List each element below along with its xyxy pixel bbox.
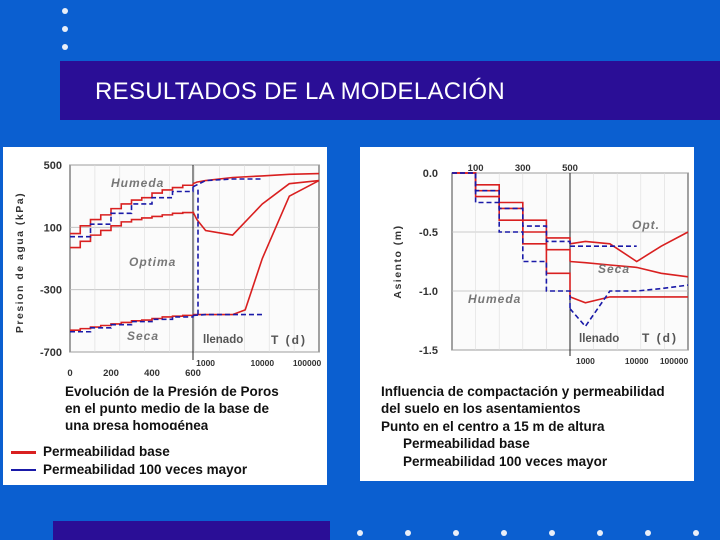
- x-tick-label: 600: [185, 368, 201, 379]
- y-tick-label: 0.0: [423, 168, 438, 180]
- label-optima: Optima: [129, 255, 176, 269]
- x-tick-label: 10000: [250, 358, 274, 368]
- series-line: [70, 211, 194, 249]
- label-time-days: T (d): [642, 331, 678, 345]
- y-tick-label: 500: [44, 160, 62, 172]
- legend-swatch-base: [11, 451, 36, 454]
- x-tick-label: 300: [515, 163, 531, 174]
- left-caption-line-3: una presa homogénea: [65, 418, 209, 430]
- series-line: [569, 296, 688, 304]
- left-figure-panel: 500 100 -300 -700 Presion de agua (kPa) 0 200 4…: [3, 147, 327, 485]
- right-legend-mayor: Permeabilidad 100 veces mayor: [403, 454, 608, 469]
- left-caption-line-1: Evolución de la Presión de Poros: [65, 384, 279, 399]
- right-caption-line-3: Punto en el centro a 15 m de altura: [381, 419, 605, 434]
- x-tick-label: 1000: [576, 356, 595, 366]
- x-tick-label: 100000: [293, 358, 322, 368]
- legend-label-mayor: Permeabilidad 100 veces mayor: [43, 462, 248, 477]
- x-tick-label: 500: [562, 163, 578, 174]
- series-line: [192, 178, 263, 188]
- y-tick-label: -300: [40, 285, 62, 297]
- bullet-dot: [62, 26, 68, 32]
- label-llenado: llenado: [203, 334, 243, 346]
- bullet-dot: [62, 8, 68, 14]
- right-figure-panel: 0.0 -0.5 -1.0 -1.5 Asiento (m) 100 300 500 1000 1…: [360, 147, 694, 481]
- bullet-dot: [62, 44, 68, 50]
- y-tick-label: -1.5: [419, 345, 438, 357]
- y-axis-label: Asiento (m): [392, 224, 404, 298]
- y-axis-label: Presion de agua (kPa): [14, 192, 26, 333]
- series-line: [192, 172, 320, 185]
- label-time-days: T (d): [271, 333, 307, 347]
- bullet-dot: [597, 530, 603, 536]
- label-opt: Opt.: [632, 218, 660, 232]
- x-tick-label: 100000: [660, 356, 689, 366]
- series-line: [569, 231, 689, 263]
- bullet-dot: [501, 530, 507, 536]
- pore-pressure-chart: 500 100 -300 -700 Presion de agua (kPa) 0 200 4…: [14, 160, 322, 379]
- settlement-chart: 0.0 -0.5 -1.0 -1.5 Asiento (m) 100 300 500 1000 1…: [392, 163, 689, 366]
- legend-label-base: Permeabilidad base: [43, 444, 170, 459]
- bullet-dot: [645, 530, 651, 536]
- bottom-bar: [53, 521, 330, 540]
- x-tick-label: 1000: [196, 358, 215, 368]
- left-caption-line-2: en el punto medio de la base de: [65, 401, 270, 416]
- series-line: [569, 260, 689, 278]
- title-bar: RESULTADOS DE LA MODELACIÓN: [60, 61, 720, 120]
- series-line: [452, 172, 571, 297]
- bullet-dot: [453, 530, 459, 536]
- x-tick-label: 200: [103, 368, 119, 379]
- series-line: [452, 172, 571, 309]
- label-seca: Seca: [598, 262, 630, 276]
- bullet-dot: [357, 530, 363, 536]
- y-tick-label: -0.5: [419, 227, 438, 239]
- label-seca: Seca: [127, 329, 159, 343]
- bullet-dot: [693, 530, 699, 536]
- x-tick-label: 10000: [625, 356, 649, 366]
- slide-title: RESULTADOS DE LA MODELACIÓN: [95, 78, 505, 105]
- x-tick-label: 100: [468, 163, 484, 174]
- series-line: [192, 313, 263, 317]
- series-line: [70, 183, 194, 235]
- label-llenado: llenado: [579, 333, 619, 345]
- x-tick-label: 0: [67, 368, 72, 379]
- series-line: [569, 284, 689, 328]
- bullet-dot: [549, 530, 555, 536]
- y-tick-label: -1.0: [419, 286, 438, 298]
- label-humeda: Humeda: [468, 292, 521, 306]
- y-tick-label: 100: [44, 222, 62, 234]
- y-tick-label: -700: [40, 347, 62, 359]
- x-tick-label: 400: [144, 368, 160, 379]
- series-line: [70, 186, 194, 238]
- right-legend-base: Permeabilidad base: [403, 436, 530, 451]
- legend-swatch-mayor: [11, 469, 36, 471]
- right-caption-line-2: del suelo en los asentamientos: [381, 401, 581, 416]
- bullet-dot: [405, 530, 411, 536]
- series-line: [192, 179, 320, 236]
- label-humeda: Humeda: [111, 176, 164, 190]
- series-line: [70, 315, 194, 333]
- right-caption-line-1: Influencia de compactación y permeabilid…: [381, 384, 665, 399]
